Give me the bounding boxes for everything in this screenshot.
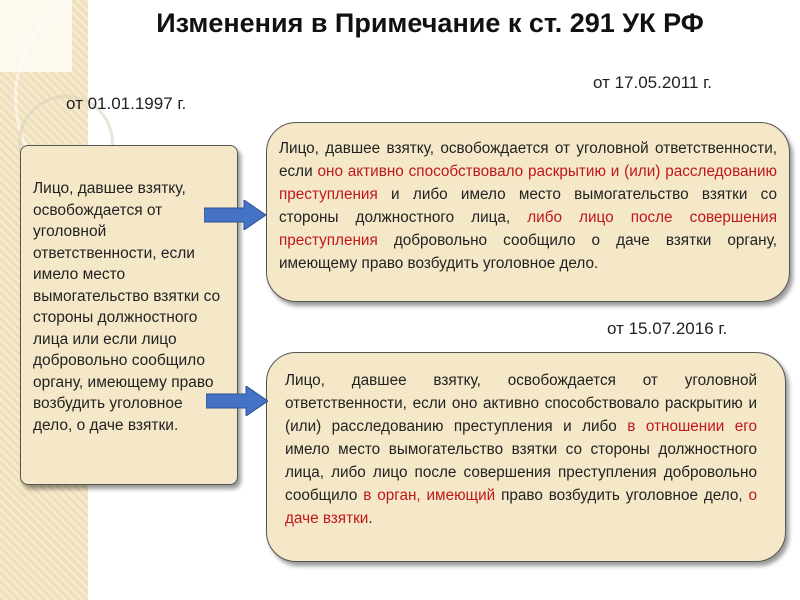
text-segment: и либо имело место вымогательство взятки… [279,186,777,226]
text-segment: добровольно сообщило о даче взятки орган… [279,232,777,272]
text-box-2016: Лицо, давшее взятку, освобождается от уг… [266,352,786,562]
text-segment: . [368,510,373,527]
text-box-2011: Лицо, давшее взятку, освобождается от уг… [266,122,790,302]
date-2011: от 17.05.2011 г. [593,73,712,92]
date-1997: от 01.01.1997 г. [66,94,187,113]
text-segment: Лицо, давшее взятку, освобождается от уг… [285,372,757,435]
text-segment-highlight: о даче взятки [285,487,757,527]
date-2016: от 15.07.2016 г. [607,319,728,338]
text-1997: Лицо, давшее взятку, освобождается от уг… [33,180,221,434]
text-segment-highlight: в отношении его [627,418,757,435]
arrow-right-icon [204,200,266,230]
text-segment: право возбудить уголовное дело, [495,487,749,504]
text-segment-highlight: либо лицо после совершения преступления [279,209,777,249]
text-box-1997: Лицо, давшее взятку, освобождается от уг… [20,145,238,485]
text-segment: Лицо, давшее взятку, освобождается от уг… [279,140,777,180]
text-segment-highlight: оно активно способствовало раскрытию и (… [279,163,777,203]
text-segment: имело место вымогательство взятки со сто… [285,441,757,504]
slide-title: Изменения в Примечание к ст. 291 УК РФ [156,8,704,38]
arrow-right-icon [206,386,268,416]
text-segment-highlight: в орган, имеющий [363,487,496,504]
